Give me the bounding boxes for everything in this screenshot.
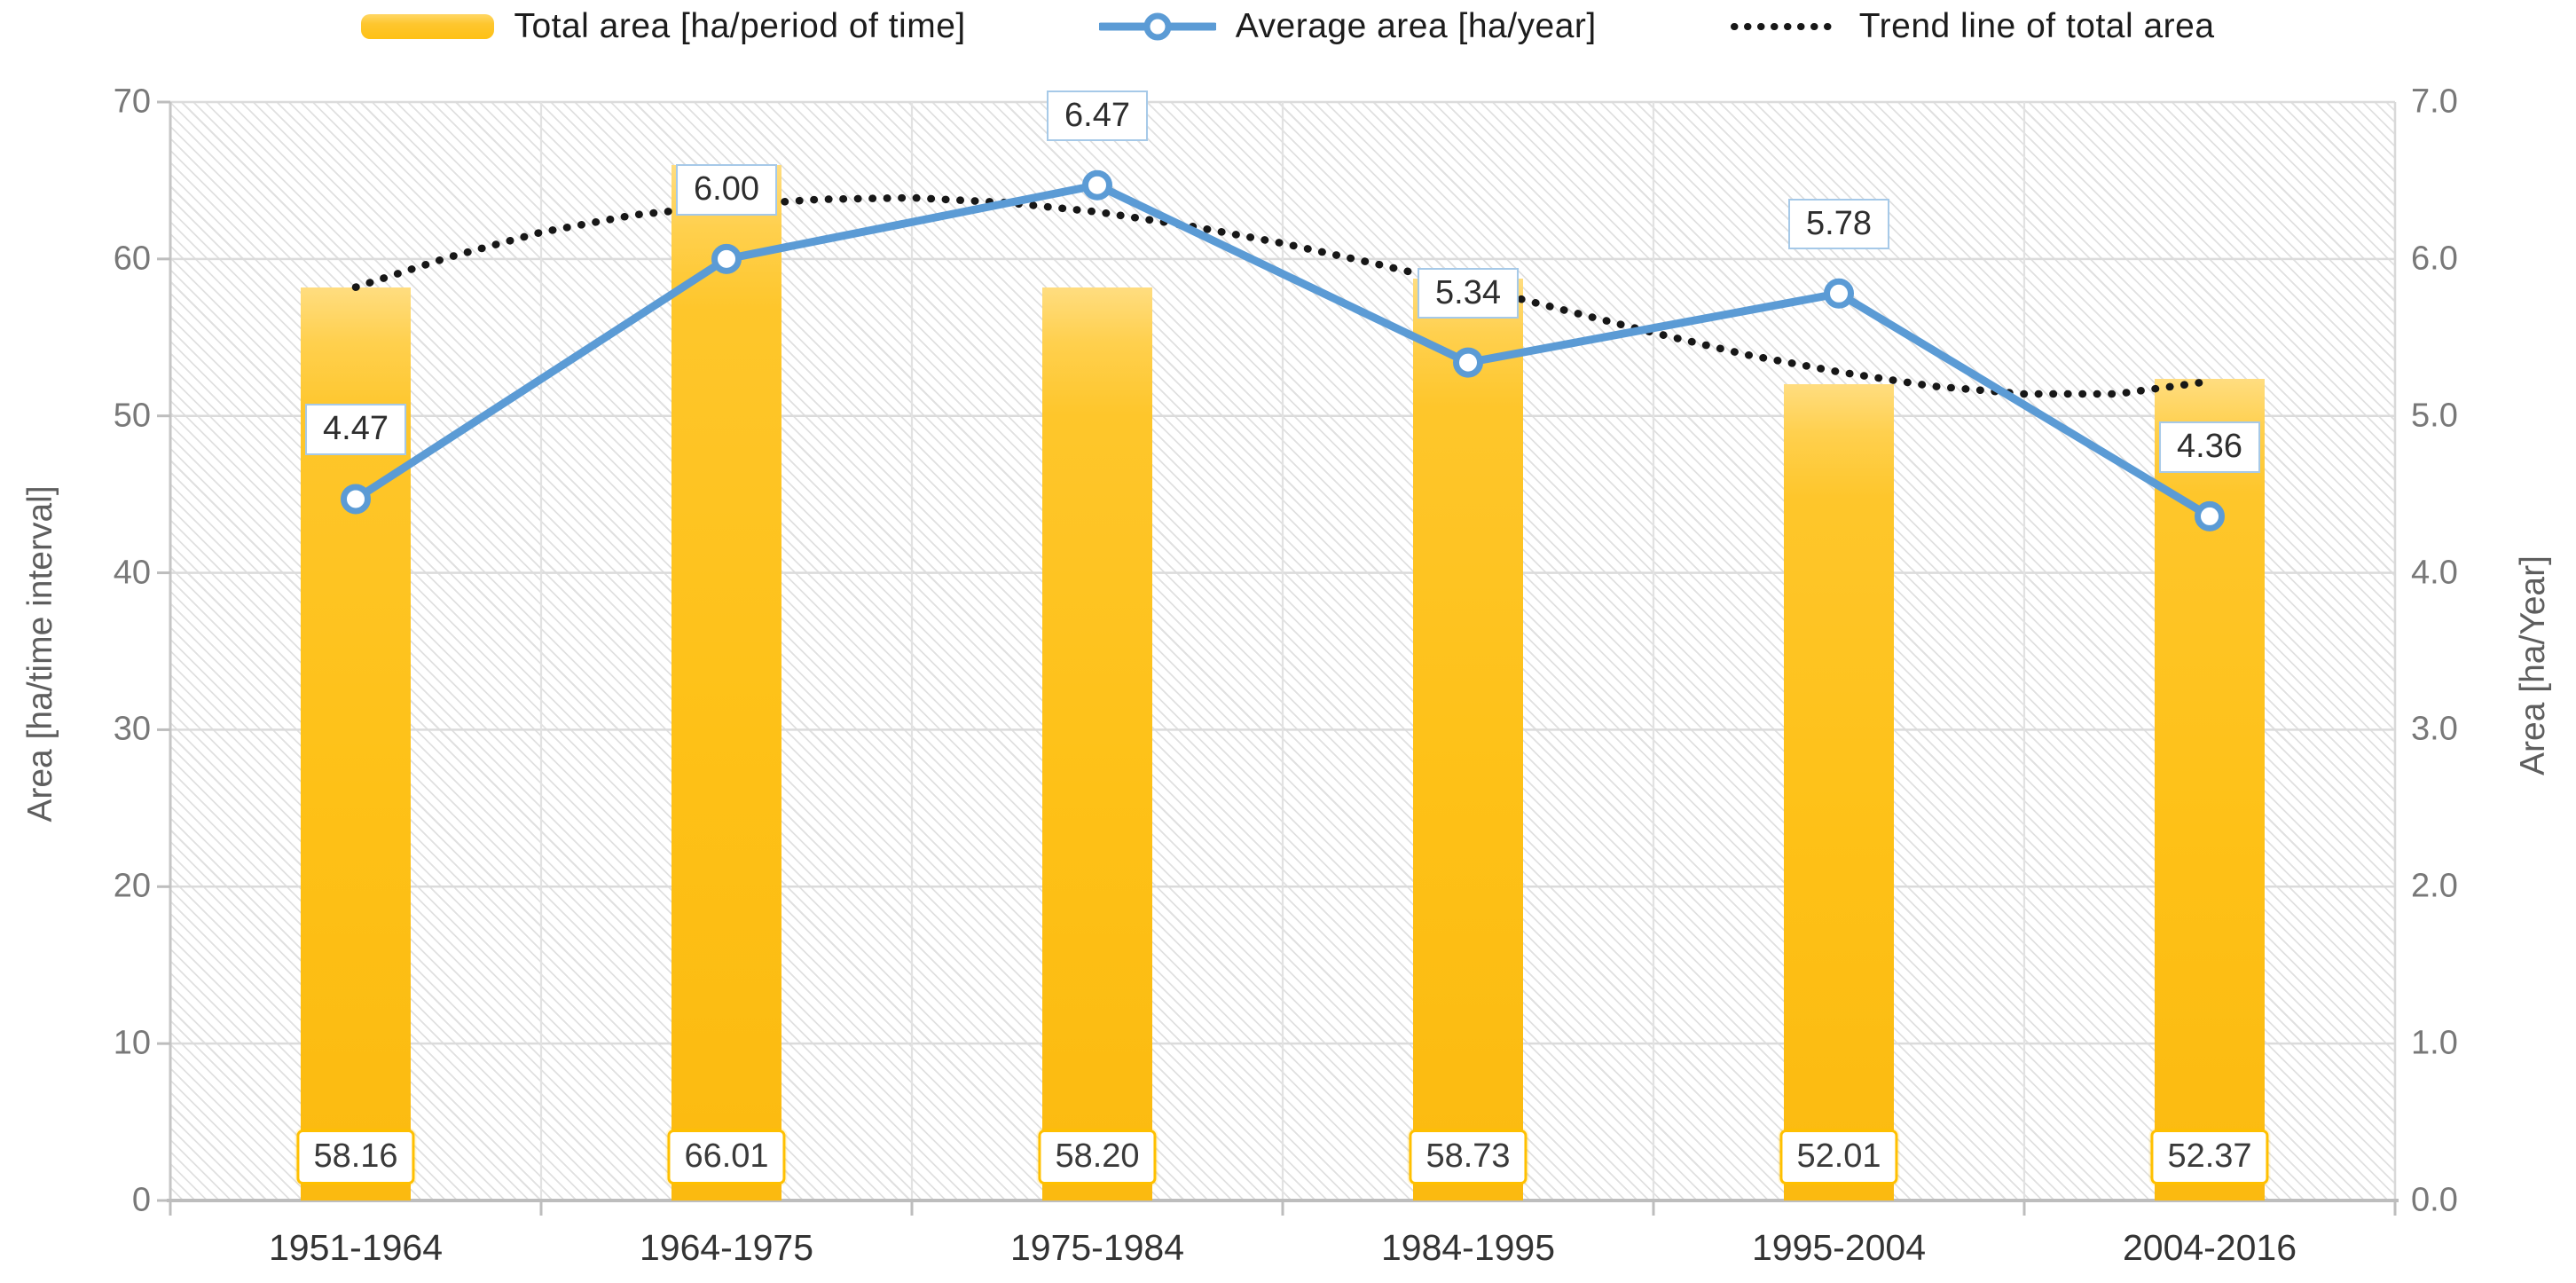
bar-value-label: 58.16 xyxy=(296,1130,415,1185)
right-tick-label: 7.0 xyxy=(2411,83,2458,121)
total-area-bar xyxy=(1413,279,1523,1200)
x-category-label: 1984-1995 xyxy=(1380,1227,1556,1268)
legend-dotted-swatch xyxy=(1730,23,1840,30)
line-value-label: 5.34 xyxy=(1418,267,1519,319)
x-category-label: 2004-2016 xyxy=(2122,1227,2297,1268)
right-tick-label: 6.0 xyxy=(2411,240,2458,278)
left-tick-label: 70 xyxy=(113,83,151,121)
legend-item-trend-line: Trend line of total area xyxy=(1730,7,2215,46)
left-tick-label: 30 xyxy=(113,710,151,748)
legend-line-marker-swatch xyxy=(1098,12,1216,41)
total-area-bar xyxy=(1784,384,1894,1200)
line-marker xyxy=(1453,347,1483,378)
legend-label-total-area: Total area [ha/period of time] xyxy=(514,7,966,45)
left-axis-title: Area [ha/time interval] xyxy=(21,485,59,823)
bar-value-label: 58.73 xyxy=(1409,1130,1528,1185)
left-tick-label: 40 xyxy=(113,554,151,592)
bar-value-label: 58.20 xyxy=(1038,1130,1157,1185)
left-tick-label: 20 xyxy=(113,867,151,905)
bar-value-label: 52.37 xyxy=(2150,1130,2269,1185)
right-tick-label: 4.0 xyxy=(2411,554,2458,592)
x-category-label: 1975-1984 xyxy=(1009,1227,1185,1268)
x-category-label: 1964-1975 xyxy=(639,1227,814,1268)
legend-label-trend-line: Trend line of total area xyxy=(1858,7,2215,45)
right-axis-title: Area [ha/Year] xyxy=(2514,555,2552,775)
bar-value-label: 66.01 xyxy=(667,1130,786,1185)
line-marker xyxy=(2195,500,2225,531)
right-tick-label: 2.0 xyxy=(2411,867,2458,905)
legend-item-average-area: Average area [ha/year] xyxy=(1098,7,1597,46)
x-category-label: 1951-1964 xyxy=(268,1227,444,1268)
legend-bar-swatch xyxy=(361,14,495,39)
line-value-label: 5.78 xyxy=(1788,198,1889,250)
right-tick-label: 5.0 xyxy=(2411,397,2458,435)
line-value-label: 4.47 xyxy=(305,404,406,456)
left-tick-label: 60 xyxy=(113,240,151,278)
left-tick-label: 50 xyxy=(113,397,151,435)
line-value-label: 4.36 xyxy=(2159,421,2260,473)
legend: Total area [ha/period of time] Average a… xyxy=(0,7,2576,46)
right-tick-label: 1.0 xyxy=(2411,1024,2458,1062)
line-marker xyxy=(1082,169,1112,201)
right-tick-label: 3.0 xyxy=(2411,710,2458,748)
line-marker xyxy=(341,484,371,515)
line-value-label: 6.00 xyxy=(676,163,777,216)
x-category-label: 1995-2004 xyxy=(1751,1227,1927,1268)
line-value-label: 6.47 xyxy=(1047,90,1148,142)
legend-label-average-area: Average area [ha/year] xyxy=(1235,7,1597,45)
left-tick-label: 0 xyxy=(131,1181,151,1219)
bar-value-label: 52.01 xyxy=(1779,1130,1898,1185)
right-tick-label: 0.0 xyxy=(2411,1181,2458,1219)
left-tick-label: 10 xyxy=(113,1024,151,1062)
line-marker xyxy=(711,243,742,274)
legend-item-total-area: Total area [ha/period of time] xyxy=(361,7,965,46)
total-area-bar xyxy=(671,164,781,1200)
trend-line-path xyxy=(351,193,2214,398)
line-marker xyxy=(1824,278,1854,309)
average-line-path xyxy=(351,181,2214,521)
total-area-bar xyxy=(1042,287,1152,1200)
